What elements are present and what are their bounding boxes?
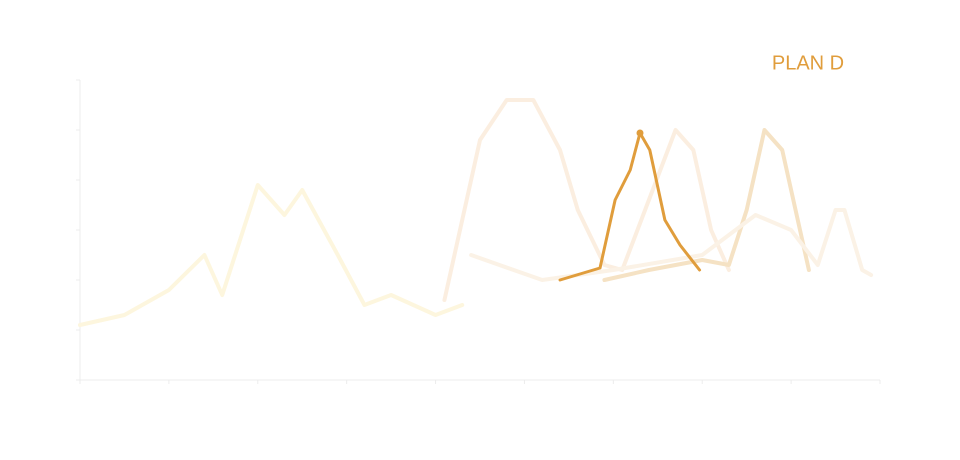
line: [78, 183, 465, 327]
line: [602, 128, 811, 282]
series-name: PLAN D: [772, 52, 844, 74]
line: [442, 98, 731, 302]
line: [469, 208, 874, 282]
peak-marker: [636, 129, 644, 137]
